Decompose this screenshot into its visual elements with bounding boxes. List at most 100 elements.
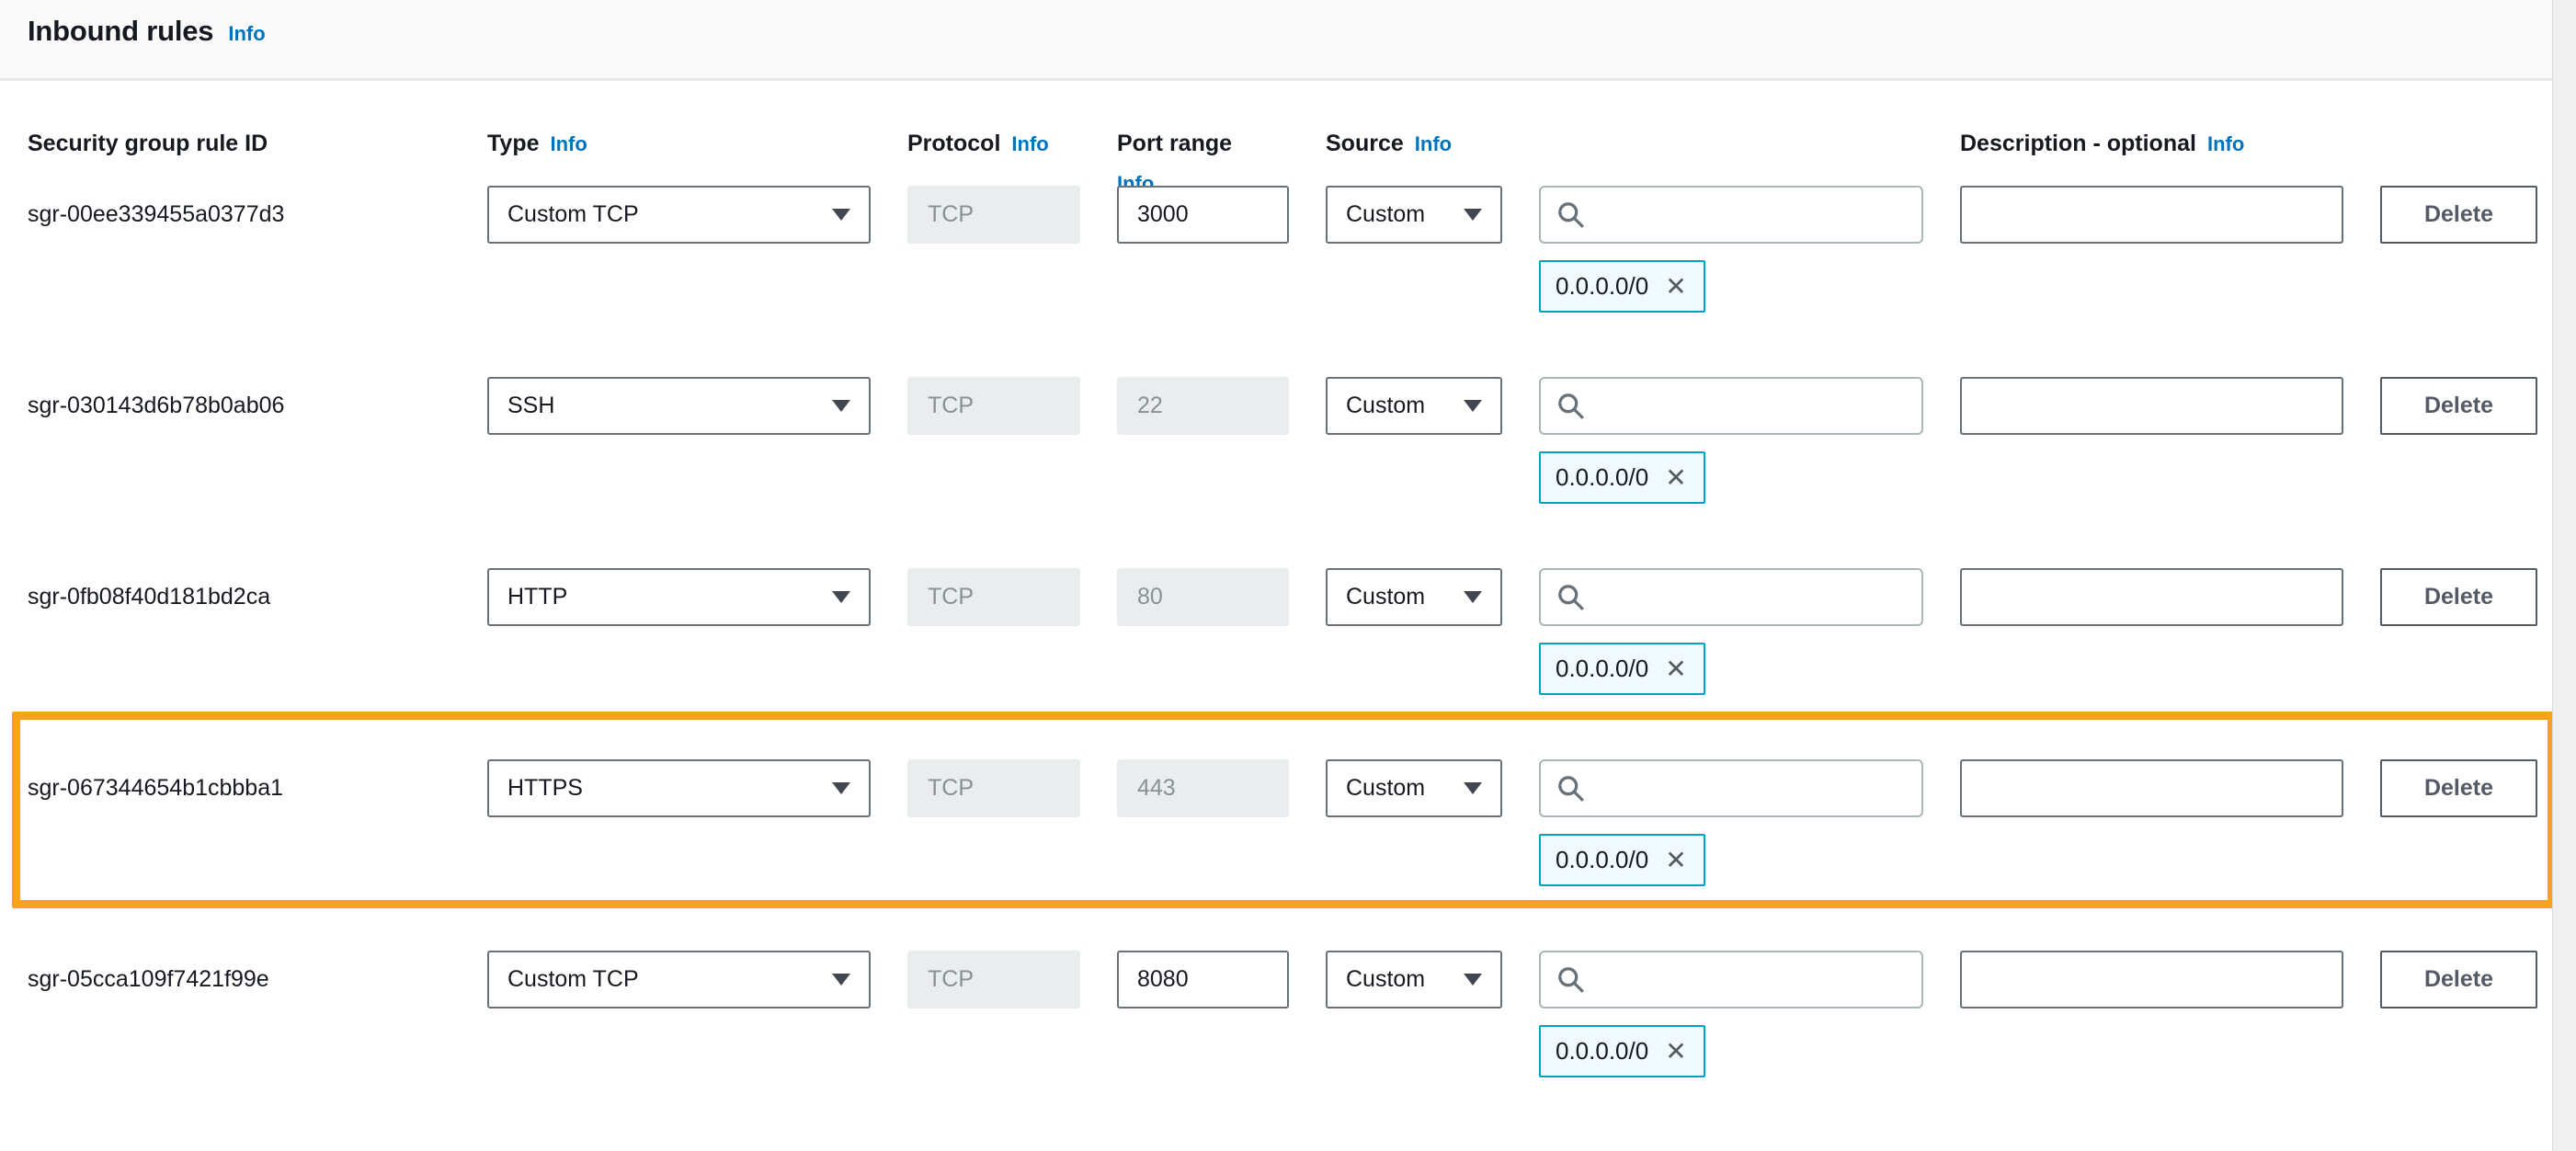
description-field[interactable] bbox=[1960, 759, 2343, 817]
info-link[interactable]: Info bbox=[1011, 132, 1049, 155]
protocol-field bbox=[907, 951, 1080, 1009]
cidr-token: 0.0.0.0/0 ✕ bbox=[1539, 451, 1705, 504]
close-icon: ✕ bbox=[1665, 1036, 1687, 1066]
delete-button[interactable]: Delete bbox=[2380, 759, 2537, 817]
source-search-input[interactable] bbox=[1539, 377, 1923, 435]
column-header-type: Type Info bbox=[487, 131, 587, 156]
info-link[interactable]: Info bbox=[228, 22, 266, 45]
rule-id: sgr-00ee339455a0377d3 bbox=[28, 201, 285, 227]
close-icon: ✕ bbox=[1665, 845, 1687, 874]
cidr-token: 0.0.0.0/0 ✕ bbox=[1539, 1025, 1705, 1077]
remove-cidr-button[interactable]: ✕ bbox=[1663, 654, 1688, 683]
section-header: Inbound rules Info bbox=[0, 0, 2576, 81]
protocol-field bbox=[907, 759, 1080, 817]
type-select-value: HTTPS bbox=[507, 775, 583, 801]
column-header-port-range: Port range Info bbox=[1117, 131, 1289, 196]
source-search-input[interactable] bbox=[1539, 951, 1923, 1009]
source-select[interactable]: Custom bbox=[1326, 759, 1502, 817]
source-select-value: Custom bbox=[1346, 393, 1426, 418]
remove-cidr-button[interactable]: ✕ bbox=[1663, 462, 1688, 492]
source-select-value: Custom bbox=[1346, 201, 1426, 227]
cidr-token: 0.0.0.0/0 ✕ bbox=[1539, 260, 1705, 313]
chevron-down-icon bbox=[1464, 209, 1482, 221]
port-range-field[interactable] bbox=[1117, 951, 1289, 1009]
column-header-protocol: Protocol Info bbox=[907, 131, 1049, 156]
table-row: sgr-030143d6b78b0ab06 SSH Custom bbox=[0, 377, 2576, 568]
chevron-down-icon bbox=[832, 209, 850, 221]
cidr-token-label: 0.0.0.0/0 bbox=[1556, 1037, 1649, 1065]
rule-id: sgr-0fb08f40d181bd2ca bbox=[28, 584, 271, 610]
cidr-token-label: 0.0.0.0/0 bbox=[1556, 272, 1649, 300]
remove-cidr-button[interactable]: ✕ bbox=[1663, 845, 1688, 874]
type-select[interactable]: Custom TCP bbox=[487, 186, 871, 244]
chevron-down-icon bbox=[832, 974, 850, 986]
description-field[interactable] bbox=[1960, 186, 2343, 244]
type-select-value: SSH bbox=[507, 393, 555, 418]
type-select[interactable]: SSH bbox=[487, 377, 871, 435]
cidr-token: 0.0.0.0/0 ✕ bbox=[1539, 834, 1705, 886]
port-range-field bbox=[1117, 759, 1289, 817]
source-search-input[interactable] bbox=[1539, 568, 1923, 626]
type-select[interactable]: Custom TCP bbox=[487, 951, 871, 1009]
table-row: sgr-0fb08f40d181bd2ca HTTP Custom bbox=[0, 568, 2576, 759]
type-select-value: Custom TCP bbox=[507, 966, 639, 992]
type-select[interactable]: HTTPS bbox=[487, 759, 871, 817]
port-range-field bbox=[1117, 377, 1289, 435]
protocol-field bbox=[907, 568, 1080, 626]
chevron-down-icon bbox=[1464, 400, 1482, 412]
delete-button[interactable]: Delete bbox=[2380, 951, 2537, 1009]
type-select-value: HTTP bbox=[507, 584, 568, 610]
cidr-token-label: 0.0.0.0/0 bbox=[1556, 846, 1649, 873]
close-icon: ✕ bbox=[1665, 462, 1687, 492]
chevron-down-icon bbox=[832, 591, 850, 603]
description-field[interactable] bbox=[1960, 377, 2343, 435]
rule-id: sgr-05cca109f7421f99e bbox=[28, 966, 269, 992]
cidr-token-label: 0.0.0.0/0 bbox=[1556, 463, 1649, 491]
source-select-value: Custom bbox=[1346, 966, 1426, 992]
table-row: sgr-00ee339455a0377d3 Custom TCP Custom bbox=[0, 186, 2576, 377]
column-header-source: Source Info bbox=[1326, 131, 1453, 156]
source-select-value: Custom bbox=[1346, 584, 1426, 610]
chevron-down-icon bbox=[832, 400, 850, 412]
table-row: sgr-05cca109f7421f99e Custom TCP Custom bbox=[0, 951, 2576, 1142]
source-select[interactable]: Custom bbox=[1326, 186, 1502, 244]
info-link[interactable]: Info bbox=[550, 132, 587, 155]
cidr-token-label: 0.0.0.0/0 bbox=[1556, 655, 1649, 682]
remove-cidr-button[interactable]: ✕ bbox=[1663, 1036, 1688, 1066]
source-search-input[interactable] bbox=[1539, 186, 1923, 244]
cidr-token: 0.0.0.0/0 ✕ bbox=[1539, 643, 1705, 695]
chevron-down-icon bbox=[1464, 782, 1482, 794]
delete-button[interactable]: Delete bbox=[2380, 377, 2537, 435]
rule-id: sgr-030143d6b78b0ab06 bbox=[28, 393, 285, 418]
column-header-row: Security group rule ID Type Info Protocol… bbox=[0, 81, 2576, 195]
type-select[interactable]: HTTP bbox=[487, 568, 871, 626]
description-field[interactable] bbox=[1960, 568, 2343, 626]
info-link[interactable]: Info bbox=[2206, 132, 2245, 155]
rules-list: sgr-00ee339455a0377d3 Custom TCP Custom bbox=[0, 186, 2576, 1142]
protocol-field bbox=[907, 186, 1080, 244]
source-select[interactable]: Custom bbox=[1326, 377, 1502, 435]
type-select-value: Custom TCP bbox=[507, 201, 639, 227]
delete-button[interactable]: Delete bbox=[2380, 568, 2537, 626]
source-select-value: Custom bbox=[1346, 775, 1426, 801]
close-icon: ✕ bbox=[1665, 271, 1687, 301]
port-range-field[interactable] bbox=[1117, 186, 1289, 244]
page-title: Inbound rules bbox=[28, 15, 214, 47]
chevron-down-icon bbox=[832, 782, 850, 794]
table-row: sgr-067344654b1cbbba1 HTTPS Custom bbox=[0, 712, 2576, 951]
info-link[interactable]: Info bbox=[1414, 132, 1453, 155]
scrollbar-track[interactable] bbox=[2552, 0, 2576, 1151]
description-field[interactable] bbox=[1960, 951, 2343, 1009]
close-icon: ✕ bbox=[1665, 654, 1687, 683]
source-select[interactable]: Custom bbox=[1326, 951, 1502, 1009]
source-search-input[interactable] bbox=[1539, 759, 1923, 817]
chevron-down-icon bbox=[1464, 974, 1482, 986]
chevron-down-icon bbox=[1464, 591, 1482, 603]
rule-id: sgr-067344654b1cbbba1 bbox=[28, 775, 284, 801]
delete-button[interactable]: Delete bbox=[2380, 186, 2537, 244]
column-header-rule-id: Security group rule ID bbox=[28, 131, 268, 156]
protocol-field bbox=[907, 377, 1080, 435]
remove-cidr-button[interactable]: ✕ bbox=[1663, 271, 1688, 301]
source-select[interactable]: Custom bbox=[1326, 568, 1502, 626]
